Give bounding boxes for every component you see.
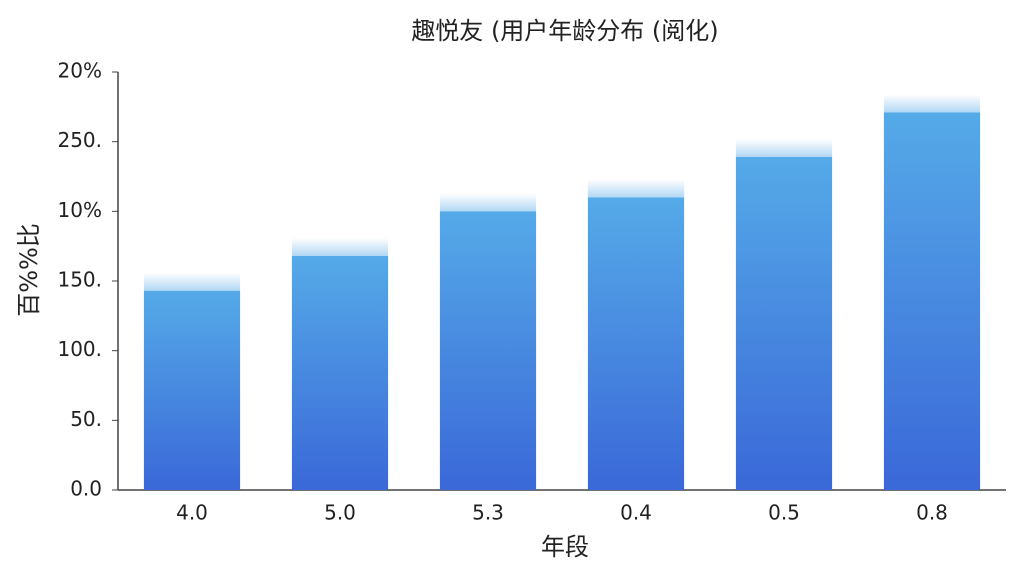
x-tick-label: 0.5 <box>768 501 800 525</box>
bar <box>143 290 241 490</box>
bar <box>883 112 981 490</box>
x-tick-label: 5.0 <box>324 501 356 525</box>
bar-glow <box>143 272 241 291</box>
y-tick-label: 0.0 <box>70 477 102 501</box>
bar-glow <box>291 237 389 256</box>
chart-title: 趣悦友 (用户年龄分布 (阅化) <box>411 17 718 45</box>
x-axis-title: 年段 <box>541 533 589 561</box>
bar <box>291 255 389 490</box>
y-tick-label: 150. <box>57 268 102 292</box>
y-tick-label: 100. <box>57 337 102 361</box>
y-tick-label: 10% <box>58 198 102 222</box>
bar <box>587 197 685 490</box>
bar <box>439 211 537 491</box>
x-tick-label: 0.4 <box>620 501 652 525</box>
y-tick-label: 20% <box>58 59 102 83</box>
bar-glow <box>587 179 685 198</box>
x-tick-label: 4.0 <box>176 501 208 525</box>
bar-glow <box>883 94 981 113</box>
bar-glow <box>439 193 537 212</box>
x-tick-label: 0.8 <box>916 501 948 525</box>
bar-glow <box>735 138 833 157</box>
y-axis-title: 百%%比 <box>15 223 43 317</box>
y-tick-label: 50. <box>70 407 102 431</box>
y-tick-label: 250. <box>57 128 102 152</box>
bar <box>735 156 833 490</box>
x-tick-label: 5.3 <box>472 501 504 525</box>
